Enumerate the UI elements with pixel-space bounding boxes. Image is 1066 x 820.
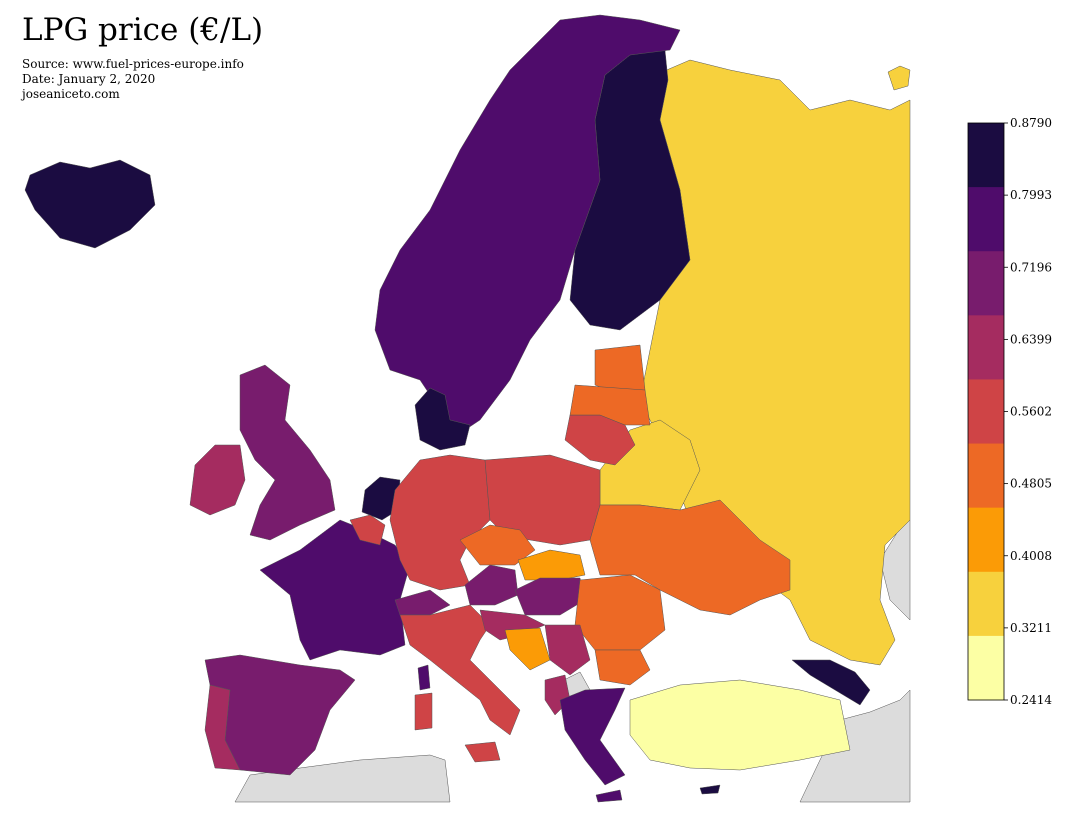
colorbar-tick-label: 0.3211 — [1010, 621, 1052, 635]
colorbar-band — [968, 123, 1004, 188]
region-russia-island — [887, 65, 911, 91]
region-ireland — [189, 444, 246, 516]
colorbar-tick-label: 0.7196 — [1010, 260, 1052, 274]
region-crete — [595, 789, 623, 803]
colorbar-band — [968, 315, 1004, 380]
region-greece — [559, 687, 626, 786]
region-corsica — [417, 664, 431, 691]
region-portugal — [204, 684, 241, 771]
region-uk — [239, 364, 336, 541]
colorbar-tick-label: 0.8790 — [1010, 116, 1052, 130]
region-slovakia — [517, 549, 586, 581]
region-germany — [389, 454, 491, 591]
region-belgium — [349, 514, 386, 546]
date-text: Date: January 2, 2020 — [22, 72, 156, 86]
credit-text: joseaniceto.com — [22, 87, 120, 101]
region-georgia — [791, 659, 871, 706]
map-title: LPG price (€/L) — [22, 12, 264, 48]
region-turkey — [629, 679, 851, 771]
region-sardinia — [414, 692, 433, 731]
colorbar-band — [968, 635, 1004, 701]
colorbar-tick-label: 0.4805 — [1010, 477, 1052, 491]
colorbar-tick-label: 0.6399 — [1010, 332, 1052, 346]
colorbar-tick-label: 0.7993 — [1010, 188, 1052, 202]
region-ukraine — [589, 499, 791, 616]
region-norway-sweden — [374, 14, 681, 441]
region-bulgaria — [594, 649, 651, 686]
colorbar-band — [968, 507, 1004, 573]
region-denmark — [414, 387, 471, 451]
region-bosnia — [504, 627, 551, 671]
region-switzerland — [394, 589, 451, 616]
region-latvia — [569, 384, 651, 426]
region-sicily — [464, 741, 501, 763]
region-serbia — [544, 624, 591, 676]
colorbar-band — [968, 187, 1004, 252]
source-text: Source: www.fuel-prices-europe.info — [22, 57, 244, 71]
region-italy — [399, 604, 521, 736]
colorbar-band — [968, 571, 1004, 637]
colorbar-band — [968, 379, 1004, 445]
colorbar-band — [968, 251, 1004, 316]
region-iceland — [24, 159, 156, 249]
region-no-data-africa — [234, 754, 451, 803]
colorbar-tick-label: 0.5602 — [1010, 405, 1052, 419]
region-no-data-middle-east — [799, 689, 911, 803]
colorbar-band — [968, 443, 1004, 509]
region-czechia — [459, 524, 536, 566]
region-cyprus — [699, 784, 721, 795]
colorbar-tick-label: 0.4008 — [1010, 549, 1052, 563]
colorbar-tick-label: 0.2414 — [1010, 693, 1052, 707]
